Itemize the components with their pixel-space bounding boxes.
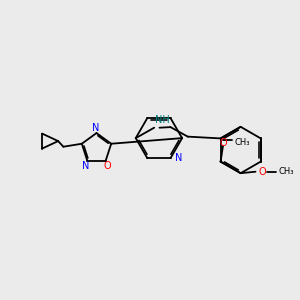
- Text: O: O: [219, 138, 227, 148]
- Text: N: N: [92, 123, 99, 133]
- Text: N: N: [82, 161, 90, 171]
- Text: O: O: [103, 161, 111, 171]
- Text: CH₃: CH₃: [279, 167, 294, 176]
- Text: O: O: [259, 167, 266, 177]
- Text: NH: NH: [155, 115, 170, 125]
- Text: CH₃: CH₃: [234, 138, 250, 147]
- Text: N: N: [175, 153, 182, 163]
